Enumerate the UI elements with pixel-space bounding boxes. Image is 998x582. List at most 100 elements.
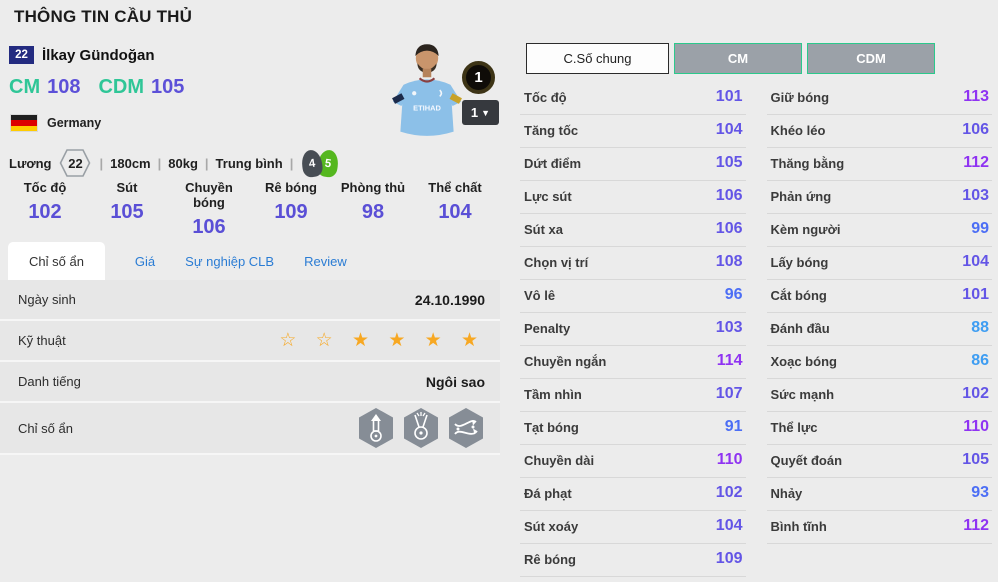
summary-stat-label: Thể chất (428, 180, 482, 195)
stat-value: 104 (962, 253, 989, 270)
separator: | (99, 155, 104, 171)
enhance-level-badge: 1 (462, 61, 495, 94)
stat-value: 86 (971, 352, 989, 369)
summary-stats-row: Tốc độ 102 Sút 105 Chuyền bóng 106 Rê bó… (0, 180, 500, 239)
summary-stat-value: 98 (361, 201, 385, 223)
stat-value: 106 (715, 187, 743, 204)
stat-row: Dứt điểm 105 (520, 148, 746, 181)
foot-ratings: 4 5 (300, 148, 341, 178)
stat-row: Sút xoáy 104 (520, 511, 746, 544)
stat-value: 101 (962, 286, 989, 303)
stat-value: 104 (715, 121, 743, 138)
salary-label: Lương (9, 155, 52, 171)
left-tabbar: Chỉ số ẩn Giá Sự nghiệp CLB Review (8, 242, 500, 280)
summary-stat-label: Chuyền bóng (185, 180, 233, 210)
position-overall: 108 (47, 76, 81, 98)
medal-badge-icon[interactable] (402, 407, 440, 449)
stat-label: Phản ứng (770, 188, 832, 204)
stat-label: Rê bóng (524, 551, 576, 567)
stat-row: Thăng bằng 112 (766, 148, 992, 181)
stat-row: Lấy bóng 104 (766, 247, 992, 280)
summary-stat: Thể chất 104 (414, 180, 496, 239)
stats-column-left: Tốc độ 101 Tăng tốc 104 Dứt điểm 105 Lực sú… (520, 82, 746, 577)
stat-row: Tạt bóng 91 (520, 412, 746, 445)
summary-stat-label: Rê bóng (265, 180, 317, 195)
stat-row: Quyết đoán 105 (766, 445, 992, 478)
stat-row: Nhảy 93 (766, 478, 992, 511)
stats-panel-tabs: C.Số chung CM CDM (526, 43, 992, 74)
stat-value: 106 (715, 220, 743, 237)
stat-label: Bình tĩnh (770, 518, 827, 534)
summary-stat-label: Sút (116, 180, 138, 195)
position-rating: CM 108 (9, 76, 80, 99)
player-header: 22 İlkay Gündoğan (9, 46, 155, 64)
throw-in-badge-icon[interactable] (357, 407, 395, 449)
tab-review[interactable]: Review (304, 253, 347, 269)
stat-label: Chuyền dài (524, 452, 595, 468)
stat-value: 105 (962, 451, 989, 468)
tab-club-career[interactable]: Sự nghiệp CLB (185, 253, 275, 269)
stat-value: 114 (716, 352, 743, 369)
summary-stat-value: 105 (110, 201, 144, 223)
salary-hexagon-badge: 22 (58, 146, 92, 180)
stat-row: Đá phạt 102 (520, 478, 746, 511)
hidden-stat-badges (357, 407, 485, 449)
stat-label: Sút xoáy (524, 518, 579, 534)
stat-value: 104 (715, 517, 743, 534)
stat-label: Vô lê (524, 287, 556, 303)
stat-value: 108 (715, 253, 743, 270)
dribble-badge-icon[interactable] (447, 407, 485, 449)
stat-label: Nhảy (770, 485, 803, 501)
grade-dropdown-button[interactable]: 1 ▼ (462, 100, 499, 125)
stat-row: Tốc độ 101 (520, 82, 746, 115)
tab-hidden-stats[interactable]: Chỉ số ẩn (8, 242, 105, 280)
stat-label: Thăng bằng (770, 155, 845, 171)
tab-general-stats[interactable]: C.Số chung (526, 43, 669, 74)
skill-stars: ☆ ☆ ★ ★ ★ ★ (279, 329, 485, 352)
birthdate-label: Ngày sinh (18, 292, 76, 307)
tab-price[interactable]: Giá (134, 253, 156, 269)
star-filled-icons: ★ ★ ★ ★ (352, 330, 485, 351)
stat-row: Phản ứng 103 (766, 181, 992, 214)
birthdate-value: 24.10.1990 (414, 291, 485, 308)
birthdate-row: Ngày sinh 24.10.1990 (0, 280, 500, 321)
stat-value: 107 (715, 385, 743, 402)
stat-label: Chọn vị trí (524, 254, 589, 270)
nation-row: Germany (11, 115, 101, 131)
nation-name: Germany (47, 116, 102, 130)
stat-row: Cắt bóng 101 (766, 280, 992, 313)
hexagon-icon (60, 149, 91, 177)
stat-label: Kèm người (770, 221, 841, 237)
stat-value: 93 (971, 484, 989, 501)
stat-label: Dứt điểm (524, 155, 582, 171)
stat-row: Giữ bóng 113 (766, 82, 992, 115)
stat-row: Sức mạnh 102 (766, 379, 992, 412)
stat-label: Tạt bóng (524, 419, 579, 435)
stat-label: Xoạc bóng (770, 353, 837, 369)
skill-label: Kỹ thuật (18, 333, 66, 348)
stats-column-right: Giữ bóng 113 Khéo léo 106 Thăng bằng 112 Ph… (766, 82, 992, 577)
tab-cdm-stats[interactable]: CDM (807, 43, 935, 74)
player-meta-row: Lương 22 | 180cm | 80kg | Trung bình | 4… (9, 146, 341, 180)
height-value: 180cm (110, 155, 151, 171)
stat-value: 110 (963, 418, 989, 435)
fame-value: Ngôi sao (425, 373, 485, 390)
summary-stat-value: 102 (28, 201, 62, 223)
stat-label: Đánh đầu (770, 320, 830, 336)
player-photo: ETIHAD (392, 44, 462, 136)
stat-label: Lấy bóng (770, 254, 829, 270)
stat-value: 103 (962, 187, 989, 204)
separator: | (157, 155, 162, 171)
separator: | (289, 155, 294, 171)
separator: | (204, 155, 209, 171)
summary-stat: Rê bóng 109 (250, 180, 332, 239)
stat-row: Rê bóng 109 (520, 544, 746, 577)
summary-stat-value: 106 (192, 216, 226, 238)
tab-cm-stats[interactable]: CM (674, 43, 802, 74)
stat-row: Tầm nhìn 107 (520, 379, 746, 412)
stat-label: Tăng tốc (524, 122, 579, 138)
stat-row: Bình tĩnh 112 (766, 511, 992, 544)
player-name: İlkay Gündoğan (42, 46, 155, 64)
stat-row: Vô lê 96 (520, 280, 746, 313)
stat-value: 91 (724, 418, 743, 435)
